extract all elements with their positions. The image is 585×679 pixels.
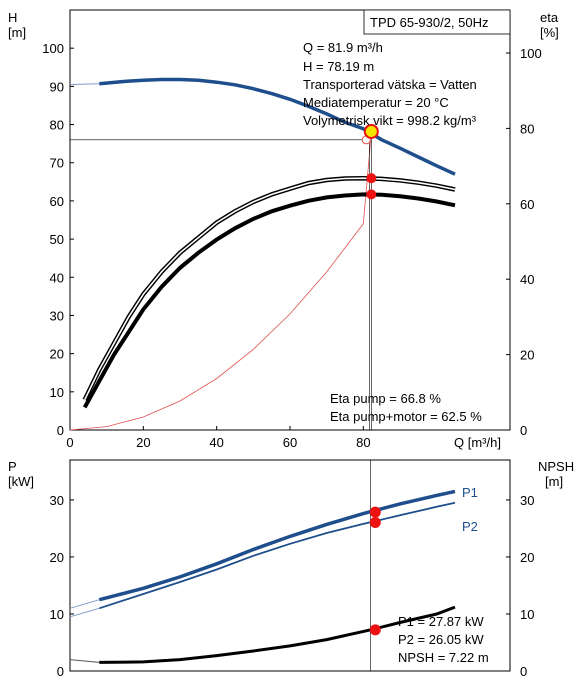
- npsh-tick-label: 30: [520, 493, 534, 508]
- info-h: H = 78.19 m: [303, 59, 374, 74]
- info-liquid: Transporterad vätska = Vatten: [303, 77, 477, 92]
- h-tick-label: 90: [50, 79, 64, 94]
- top-operating-point-layer: [70, 123, 379, 430]
- h-tick-label: 50: [50, 232, 64, 247]
- q-tick-label: 0: [66, 435, 73, 450]
- top-right-axis-label-line1: eta: [540, 10, 559, 25]
- h-tick-label: 100: [42, 41, 64, 56]
- info-npsh: NPSH = 7.22 m: [398, 650, 489, 665]
- top-left-axis-label-line2: [m]: [8, 25, 26, 40]
- bottom-left-axis-label-line1: P: [8, 459, 17, 474]
- npsh-curve-extension: [69, 659, 100, 663]
- p1-curve: [98, 489, 456, 602]
- eta-pump-motor-label: Eta pump+motor = 62.5 %: [330, 409, 482, 424]
- p1-curve-extension: [69, 599, 100, 609]
- eta-pump-motor-curve: [82, 192, 456, 409]
- bottom-right-axis-label-line1: NPSH: [538, 459, 574, 474]
- bottom-operating-point-layer: [369, 460, 381, 671]
- h-tick-label: 70: [50, 156, 64, 171]
- top-left-axis-label-line1: H: [8, 10, 17, 25]
- p1-marker: [369, 506, 381, 518]
- operating-info-block: Q = 81.9 m³/h H = 78.19 m Transporterad …: [303, 40, 477, 128]
- info-temperature: Mediatemperatur = 20 °C: [303, 95, 449, 110]
- p-tick-label: 30: [50, 493, 64, 508]
- system-curve: [69, 139, 372, 431]
- h-tick-label: 20: [50, 347, 64, 362]
- top-x-axis-label: Q [m³/h]: [454, 435, 501, 450]
- npsh-marker: [369, 624, 381, 636]
- bottom-left-axis-label-line2: [kW]: [8, 474, 34, 489]
- eta-tick-label: 60: [520, 197, 534, 212]
- eta-tick-label: 100: [520, 46, 542, 61]
- series-label-p1: P1: [462, 485, 478, 500]
- bottom-series-layer: [69, 489, 456, 664]
- bottom-plot-frame: [69, 459, 511, 672]
- q-tick-label: 60: [283, 435, 297, 450]
- p2-marker: [369, 516, 381, 528]
- eta-tick-label: 0: [520, 423, 527, 438]
- p-tick-label: 0: [57, 664, 64, 679]
- power-info-block: P1 = 27.87 kW P2 = 26.05 kW NPSH = 7.22 …: [398, 614, 489, 665]
- eta-tick-label: 80: [520, 121, 534, 136]
- power-npsh-panel: 0 10 20 30 0 10 20 30 P [kW] NPSH [m] P1 P2 P1…: [8, 459, 574, 679]
- operating-point-marker: [363, 123, 379, 139]
- info-p2: P2 = 26.05 kW: [398, 632, 484, 647]
- top-q-tick-labels: 0 20 40 60 80: [66, 426, 371, 450]
- p-tick-label: 20: [50, 550, 64, 565]
- top-plot-frame: [69, 9, 511, 431]
- h-tick-label: 60: [50, 194, 64, 209]
- top-eta-tick-labels: 0 20 40 60 80 100: [506, 46, 542, 438]
- q-tick-label: 40: [209, 435, 223, 450]
- npsh-tick-label: 20: [520, 550, 534, 565]
- h-tick-label: 30: [50, 308, 64, 323]
- p2-curve: [99, 501, 456, 610]
- info-p1: P1 = 27.87 kW: [398, 614, 484, 629]
- pump-curves-panel: 0 10 20 30 40 50 60 70 80 90 100 0 20 40 60 80 100 0 20 4…: [8, 9, 559, 450]
- p-tick-label: 10: [50, 607, 64, 622]
- eta-pump-marker: [366, 173, 377, 184]
- pump-title: TPD 65-930/2, 50Hz: [370, 15, 489, 30]
- pump-title-box: [363, 9, 511, 35]
- top-h-tick-labels: 0 10 20 30 40 50 60 70 80 90 100: [42, 41, 74, 438]
- h-tick-label: 10: [50, 385, 64, 400]
- top-series-layer: [69, 77, 456, 431]
- eta-tick-label: 40: [520, 272, 534, 287]
- npsh-curve: [99, 605, 456, 664]
- info-density: Volymetrisk vikt = 998.2 kg/m³: [303, 113, 477, 128]
- bottom-p-tick-labels: 0 10 20 30: [50, 493, 74, 679]
- eta-tick-label: 20: [520, 348, 534, 363]
- top-right-axis-label-line2: [%]: [540, 25, 559, 40]
- series-label-p2: P2: [462, 519, 478, 534]
- npsh-tick-label: 0: [520, 664, 527, 679]
- bottom-right-axis-label-line2: [m]: [545, 474, 563, 489]
- eta-pump-label: Eta pump = 66.8 %: [330, 391, 441, 406]
- eta-info-block: Eta pump = 66.8 % Eta pump+motor = 62.5 …: [330, 391, 482, 424]
- bottom-npsh-tick-labels: 0 10 20 30: [506, 493, 534, 679]
- p2-curve-extension: [69, 607, 100, 618]
- eta-pump-curve-inner: [83, 177, 456, 401]
- h-tick-label: 0: [57, 423, 64, 438]
- q-tick-label: 80: [356, 435, 370, 450]
- eta-pump-motor-marker: [366, 189, 377, 200]
- h-tick-label: 40: [50, 270, 64, 285]
- h-tick-label: 80: [50, 118, 64, 133]
- info-q: Q = 81.9 m³/h: [303, 40, 383, 55]
- q-tick-label: 20: [136, 435, 150, 450]
- npsh-tick-label: 10: [520, 607, 534, 622]
- qh-curve: [99, 77, 456, 176]
